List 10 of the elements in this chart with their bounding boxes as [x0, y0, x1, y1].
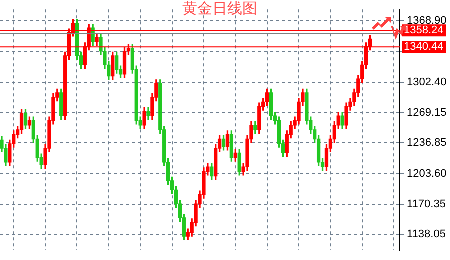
y-tick-label: 1170.35	[407, 198, 446, 211]
y-tick-label: 1368.90	[407, 14, 447, 27]
y-tick-label: 1203.60	[407, 168, 447, 180]
y-tick-label: 1236.85	[407, 137, 447, 150]
y-tick-label: 1269.15	[407, 107, 447, 120]
y-tick-label: 1302.40	[407, 76, 447, 88]
chart-title: 黄金日线图	[182, 0, 258, 18]
y-tick-label: 1138.05	[407, 228, 446, 241]
ref-line-label: 1340.44	[404, 41, 444, 54]
ref-line-label: 1358.24	[404, 24, 444, 37]
